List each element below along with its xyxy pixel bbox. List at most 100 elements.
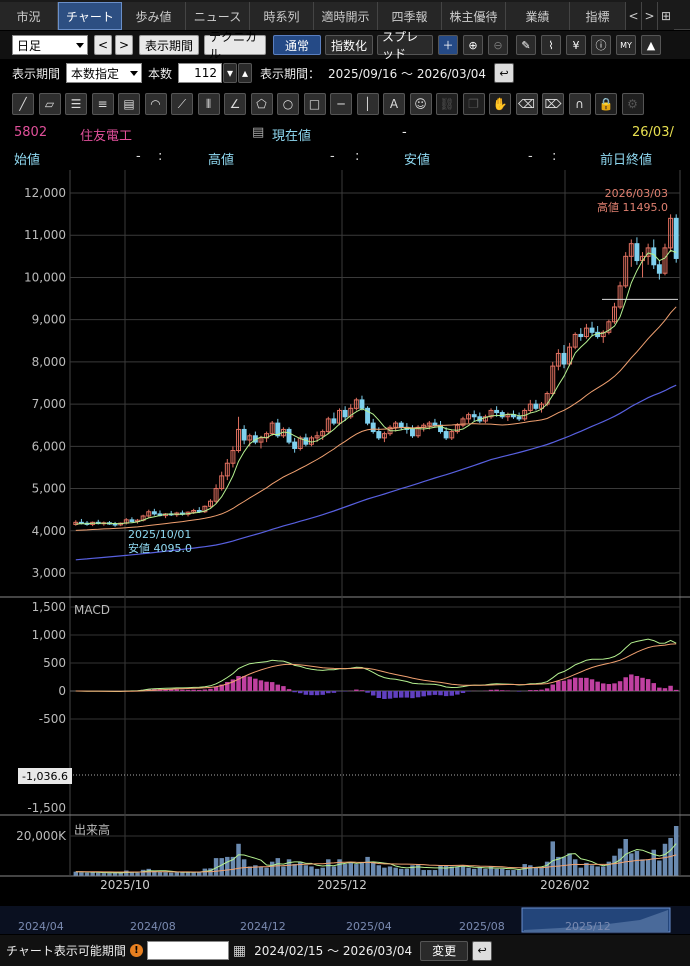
change-button[interactable]: 変更 — [420, 940, 469, 961]
eraser-icon[interactable]: ⌫ — [515, 93, 538, 115]
period-mode-value: 本数指定 — [71, 66, 120, 81]
tab-market[interactable]: 市況 — [0, 2, 58, 30]
period-mode-select[interactable]: 本数指定 — [66, 63, 143, 83]
tab-next-arrow-icon[interactable]: > — [642, 2, 658, 30]
eraser-all-icon[interactable]: ⌦ — [542, 93, 564, 115]
macd-histogram-bar — [595, 681, 600, 691]
count-up-icon[interactable]: ▴ — [238, 63, 253, 83]
line-tool-icon[interactable]: ╱ — [12, 93, 34, 115]
count-input[interactable]: 112 — [178, 63, 223, 83]
macd-histogram-bar — [668, 685, 673, 691]
tab-earnings[interactable]: 業績 — [506, 2, 570, 30]
text-icon[interactable]: A — [383, 93, 405, 115]
tab-menu-icon[interactable]: ⊞ — [658, 2, 674, 30]
pentagon-icon[interactable]: ⬠ — [250, 93, 273, 115]
link-icon[interactable]: ⛓ — [436, 93, 458, 115]
price-grid — [0, 170, 690, 875]
multi-lines-icon[interactable]: ▤ — [118, 93, 140, 115]
tab-prev-arrow-icon[interactable]: < — [626, 2, 642, 30]
high-annotation-text: 高値 11495.0 — [597, 200, 668, 214]
candle-body — [247, 435, 253, 441]
candle-type-icon[interactable]: ⌇ — [541, 35, 561, 55]
fan-icon[interactable]: ◠ — [144, 93, 167, 115]
date-input[interactable] — [146, 941, 229, 960]
volume-bar — [342, 864, 348, 876]
x-axis-label: 2026/02 — [540, 878, 590, 892]
rectangle-icon[interactable]: □ — [303, 93, 326, 115]
tab-disclosure[interactable]: 適時開示 — [314, 2, 378, 30]
volume-bar — [359, 862, 365, 876]
macd-histogram-bar — [247, 676, 252, 691]
info-icon[interactable]: ⓘ — [591, 35, 611, 55]
candle-body — [398, 422, 404, 428]
volume-tick-label: 20,000K — [16, 829, 67, 843]
vertical-line-icon[interactable]: │ — [356, 93, 379, 115]
ruler-icon[interactable]: ▱ — [38, 93, 61, 115]
zoom-out-icon[interactable]: ⊖ — [488, 35, 508, 55]
tab-ticks[interactable]: 歩み値 — [122, 2, 186, 30]
normal-button[interactable]: 通常 — [273, 35, 321, 55]
candle-body — [583, 327, 589, 338]
candle-body — [432, 422, 438, 426]
parallel-lines-icon[interactable]: ☰ — [65, 93, 87, 115]
calendar-icon[interactable]: ▦ — [232, 942, 247, 959]
gear-icon[interactable]: ⚙ — [621, 93, 644, 115]
magnet-icon[interactable]: ∩ — [568, 93, 591, 115]
candle-body — [337, 409, 342, 424]
display-period-button[interactable]: 表示期間 — [139, 35, 199, 55]
reset-icon[interactable]: ↩ — [472, 940, 493, 961]
macd-histogram-bar — [567, 679, 572, 691]
tab-timeseries[interactable]: 時系列 — [250, 2, 314, 30]
hand-icon[interactable]: ✋ — [489, 93, 511, 115]
macd-histogram-bar — [376, 691, 382, 699]
area-chart-icon[interactable]: ▲ — [641, 35, 661, 55]
tab-indicators[interactable]: 指標 — [570, 2, 626, 30]
horizontal-line-icon[interactable]: ─ — [330, 93, 352, 115]
index-button[interactable]: 指数化 — [325, 35, 373, 55]
yen-icon[interactable]: ¥ — [566, 35, 586, 55]
macd-histogram-bar — [443, 691, 449, 697]
period-label: 表示期間 — [12, 66, 61, 81]
price-tick-label: 6,000 — [32, 439, 66, 453]
vertical-lines-icon[interactable]: ⦀ — [197, 93, 220, 115]
candle-body — [353, 399, 359, 409]
pencil-icon[interactable]: ✎ — [516, 35, 536, 55]
candle-body — [561, 352, 567, 365]
reset-icon[interactable]: ↩ — [494, 63, 515, 83]
price-tick-label: 9,000 — [32, 313, 66, 327]
circle-icon[interactable]: ○ — [277, 93, 299, 115]
tab-news[interactable]: ニュース — [186, 2, 250, 30]
technical-button[interactable]: テクニカル — [204, 30, 266, 61]
x-axis-label: 2025/12 — [317, 878, 367, 892]
period-select[interactable]: 日足 — [12, 35, 88, 55]
chart-area[interactable]: -1,036.6 12,000 11,000 10,000 9,000 8,000 7,0… — [0, 170, 690, 935]
volume-bar — [528, 865, 533, 876]
lock-icon[interactable]: 🔒 — [595, 93, 617, 115]
spread-button[interactable]: スプレッド — [377, 30, 433, 61]
macd-histogram-bar — [673, 689, 679, 691]
volume-bar — [157, 871, 163, 876]
angle-icon[interactable]: ∠ — [224, 93, 246, 115]
nav-next-button[interactable]: > — [115, 35, 133, 55]
add-icon[interactable]: ＋ — [438, 35, 458, 55]
macd-histogram-bar — [657, 687, 662, 691]
candle-body — [219, 475, 225, 490]
candle-body — [342, 409, 348, 418]
volume-bar — [578, 867, 584, 876]
volume-bar — [466, 867, 471, 876]
copy-icon[interactable]: ❐ — [462, 93, 485, 115]
horizontal-lines-icon[interactable]: ≡ — [91, 93, 114, 115]
tab-chart[interactable]: チャート — [58, 2, 122, 30]
emoji-icon[interactable]: ☺ — [409, 93, 432, 115]
count-down-icon[interactable]: ▾ — [223, 63, 238, 83]
candle-body — [533, 403, 539, 409]
macd-line — [75, 638, 677, 692]
tab-shikiho[interactable]: 四季報 — [378, 2, 442, 30]
nav-prev-button[interactable]: < — [94, 35, 112, 55]
tab-benefits[interactable]: 株主優待 — [442, 2, 506, 30]
my-settings-icon[interactable]: MY — [616, 35, 636, 55]
candle-body — [112, 523, 118, 526]
gann-fan-icon[interactable]: ⟋ — [171, 93, 193, 115]
zoom-in-icon[interactable]: ⊕ — [463, 35, 483, 55]
price-tick-label: 5,000 — [32, 482, 66, 496]
